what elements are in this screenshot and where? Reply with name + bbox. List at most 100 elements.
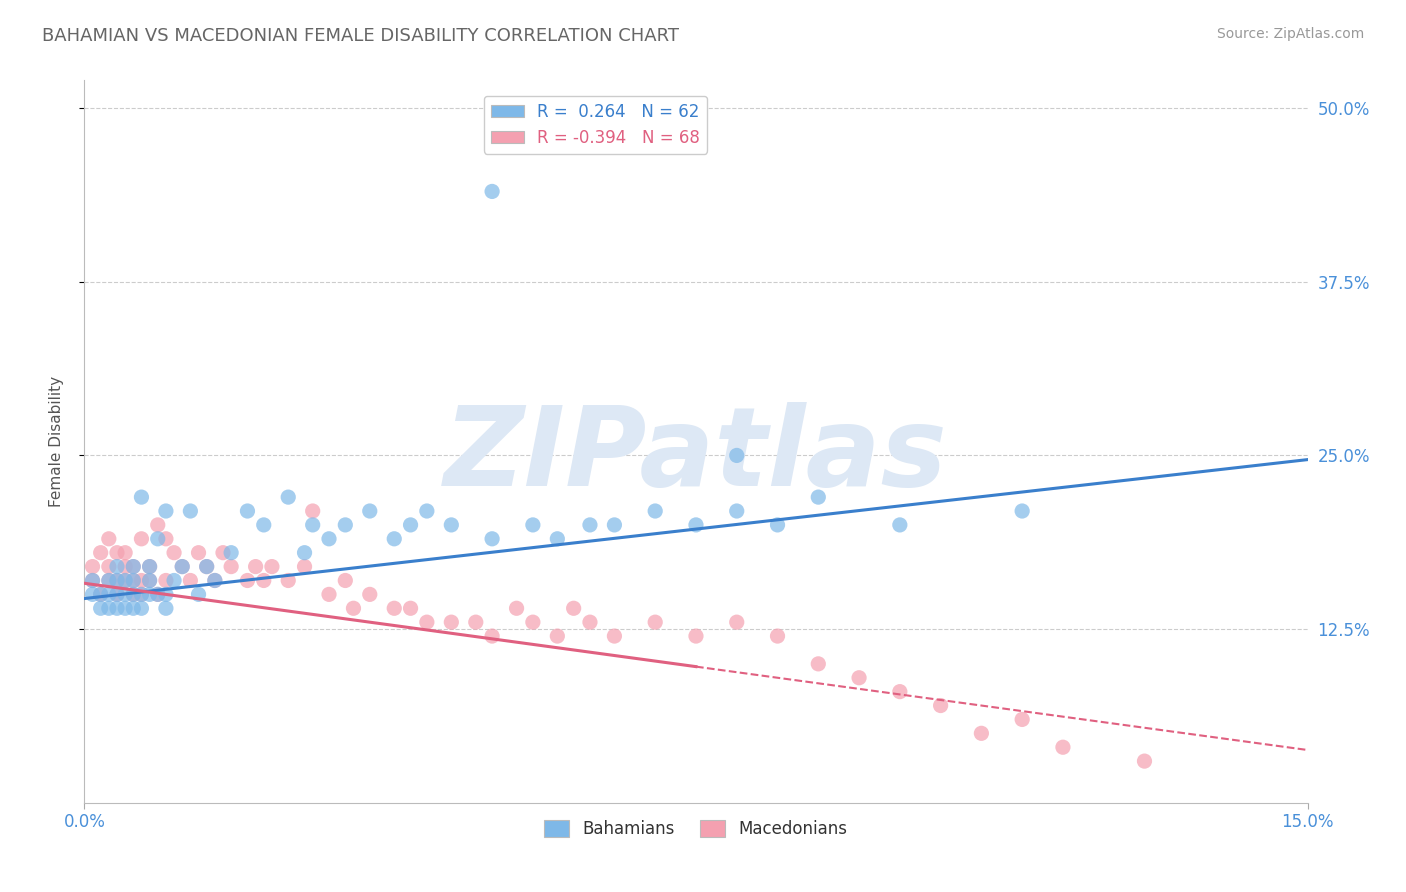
- Point: [1133, 754, 1156, 768]
- Point: [236, 504, 259, 518]
- Legend: Bahamians, Macedonians: Bahamians, Macedonians: [537, 814, 855, 845]
- Point: [204, 574, 226, 588]
- Point: [399, 517, 422, 532]
- Point: [105, 559, 128, 574]
- Point: [725, 504, 748, 518]
- Point: [807, 657, 830, 671]
- Point: [146, 517, 169, 532]
- Point: [301, 517, 323, 532]
- Point: [889, 684, 911, 698]
- Point: [481, 629, 503, 643]
- Point: [382, 532, 405, 546]
- Point: [122, 574, 145, 588]
- Point: [155, 504, 177, 518]
- Point: [138, 559, 160, 574]
- Point: [522, 517, 544, 532]
- Point: [97, 601, 120, 615]
- Point: [342, 601, 364, 615]
- Point: [172, 559, 194, 574]
- Point: [163, 546, 186, 560]
- Point: [603, 629, 626, 643]
- Point: [138, 559, 160, 574]
- Point: [131, 532, 153, 546]
- Point: [685, 517, 707, 532]
- Point: [359, 504, 381, 518]
- Point: [155, 574, 177, 588]
- Point: [1052, 740, 1074, 755]
- Point: [644, 615, 666, 630]
- Point: [155, 587, 177, 601]
- Point: [219, 559, 242, 574]
- Point: [155, 532, 177, 546]
- Point: [766, 517, 789, 532]
- Point: [335, 517, 357, 532]
- Point: [105, 546, 128, 560]
- Point: [131, 587, 153, 601]
- Point: [97, 532, 120, 546]
- Point: [90, 601, 112, 615]
- Point: [766, 629, 789, 643]
- Point: [579, 517, 602, 532]
- Point: [122, 559, 145, 574]
- Point: [138, 587, 160, 601]
- Point: [579, 615, 602, 630]
- Point: [105, 587, 128, 601]
- Point: [277, 490, 299, 504]
- Point: [122, 574, 145, 588]
- Point: [131, 601, 153, 615]
- Point: [138, 574, 160, 588]
- Point: [929, 698, 952, 713]
- Point: [90, 546, 112, 560]
- Text: Source: ZipAtlas.com: Source: ZipAtlas.com: [1216, 27, 1364, 41]
- Point: [1011, 713, 1033, 727]
- Point: [138, 574, 160, 588]
- Point: [807, 490, 830, 504]
- Point: [122, 601, 145, 615]
- Point: [848, 671, 870, 685]
- Point: [114, 546, 136, 560]
- Point: [725, 615, 748, 630]
- Point: [318, 532, 340, 546]
- Point: [114, 601, 136, 615]
- Point: [889, 517, 911, 532]
- Point: [260, 559, 283, 574]
- Point: [105, 587, 128, 601]
- Point: [440, 615, 463, 630]
- Point: [970, 726, 993, 740]
- Point: [277, 574, 299, 588]
- Point: [644, 504, 666, 518]
- Point: [82, 587, 104, 601]
- Point: [179, 574, 201, 588]
- Point: [122, 587, 145, 601]
- Point: [97, 587, 120, 601]
- Point: [212, 546, 235, 560]
- Point: [97, 574, 120, 588]
- Point: [416, 615, 439, 630]
- Point: [146, 532, 169, 546]
- Point: [546, 629, 568, 643]
- Point: [146, 587, 169, 601]
- Point: [114, 559, 136, 574]
- Point: [82, 574, 104, 588]
- Point: [105, 574, 128, 588]
- Point: [253, 517, 276, 532]
- Text: ZIPatlas: ZIPatlas: [444, 402, 948, 509]
- Point: [114, 574, 136, 588]
- Point: [195, 559, 218, 574]
- Point: [97, 574, 120, 588]
- Point: [481, 185, 503, 199]
- Point: [219, 546, 242, 560]
- Point: [82, 574, 104, 588]
- Point: [481, 532, 503, 546]
- Point: [399, 601, 422, 615]
- Point: [122, 587, 145, 601]
- Point: [105, 574, 128, 588]
- Point: [131, 574, 153, 588]
- Point: [464, 615, 486, 630]
- Point: [114, 587, 136, 601]
- Y-axis label: Female Disability: Female Disability: [49, 376, 63, 508]
- Point: [685, 629, 707, 643]
- Point: [90, 587, 112, 601]
- Point: [294, 546, 316, 560]
- Point: [105, 601, 128, 615]
